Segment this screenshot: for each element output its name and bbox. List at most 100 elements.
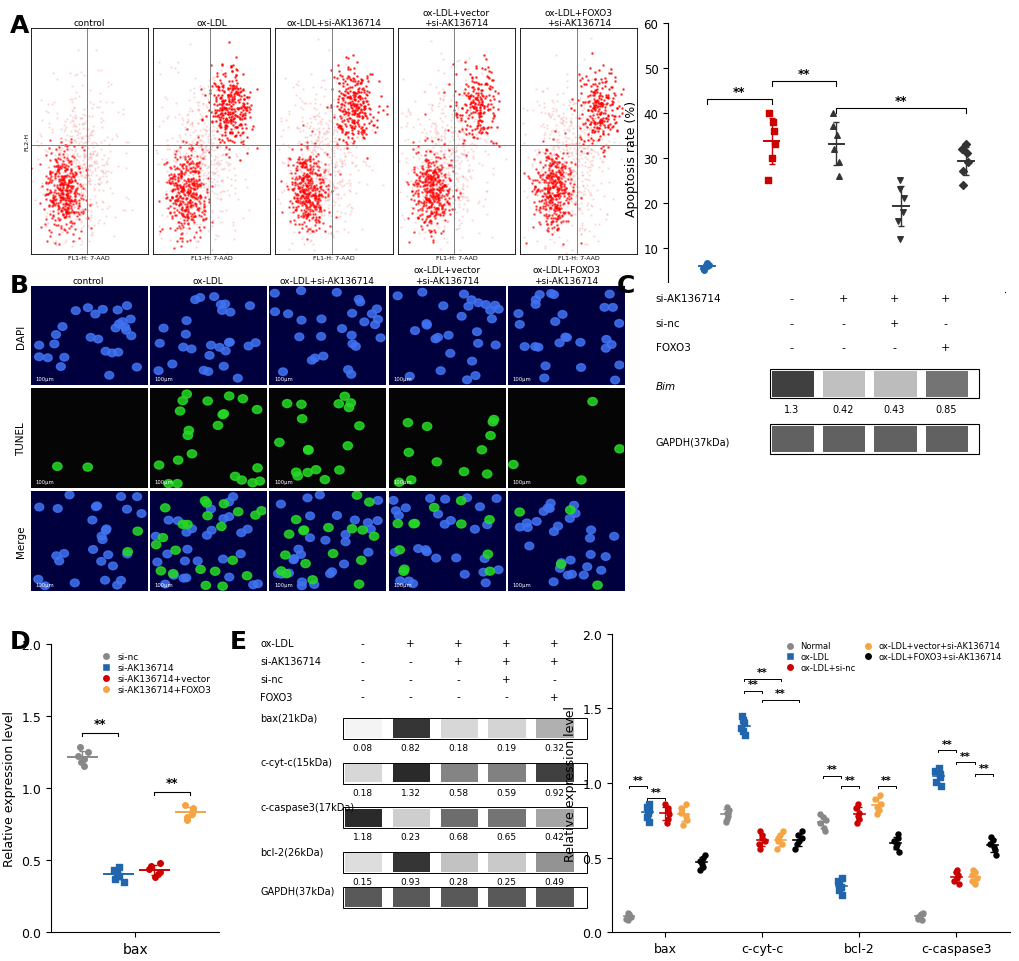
- Point: [436, 137, 452, 153]
- Circle shape: [332, 512, 341, 520]
- Point: [323, 100, 339, 115]
- Point: [158, 184, 174, 199]
- Circle shape: [159, 325, 168, 333]
- Point: [581, 187, 597, 203]
- Point: [49, 72, 65, 87]
- Point: [90, 257, 106, 272]
- Point: [303, 160, 319, 176]
- Point: [572, 203, 588, 218]
- Point: [542, 217, 558, 233]
- Point: [43, 194, 59, 209]
- Point: [420, 167, 436, 183]
- Point: [85, 165, 101, 181]
- Point: [168, 180, 184, 195]
- Point: [425, 155, 441, 170]
- Point: [179, 217, 196, 233]
- Point: [427, 173, 443, 188]
- Point: [308, 140, 324, 156]
- Point: [530, 98, 546, 113]
- Point: [193, 139, 209, 155]
- Point: [210, 138, 226, 154]
- Point: [314, 130, 330, 145]
- Point: [350, 101, 366, 116]
- Circle shape: [218, 411, 227, 419]
- Point: [519, 169, 535, 185]
- Point: [307, 218, 323, 234]
- Point: [157, 186, 173, 202]
- Point: [82, 150, 98, 165]
- Point: [190, 130, 206, 145]
- Point: [418, 185, 434, 200]
- Point: [475, 126, 491, 141]
- Point: [163, 205, 179, 220]
- Point: [595, 189, 611, 205]
- Point: [55, 192, 71, 208]
- Point: [516, 166, 532, 182]
- Point: [46, 159, 62, 174]
- Point: [473, 97, 489, 112]
- Point: [557, 165, 574, 181]
- Point: [207, 114, 223, 130]
- Point: [39, 185, 55, 200]
- Point: [453, 102, 470, 117]
- Point: [426, 174, 442, 189]
- Point: [414, 155, 430, 170]
- Point: [185, 125, 202, 140]
- Point: [212, 120, 228, 136]
- Point: [45, 196, 61, 211]
- Point: [788, 837, 804, 852]
- Point: [560, 137, 577, 153]
- Point: [348, 108, 365, 123]
- Point: [578, 112, 594, 128]
- Point: [431, 173, 447, 188]
- Point: [159, 190, 175, 206]
- Circle shape: [431, 554, 440, 562]
- Point: [566, 185, 582, 200]
- Point: [542, 150, 558, 165]
- Point: [185, 171, 202, 186]
- Point: [305, 237, 321, 253]
- Point: [529, 188, 545, 204]
- Point: [444, 57, 461, 72]
- Point: [328, 71, 344, 86]
- Point: [72, 111, 89, 127]
- Point: [894, 205, 910, 220]
- Point: [307, 200, 323, 215]
- Point: [208, 228, 224, 243]
- Point: [691, 862, 707, 877]
- Point: [167, 176, 183, 191]
- Point: [174, 226, 191, 241]
- Point: [307, 184, 323, 199]
- Point: [544, 169, 560, 185]
- Point: [187, 123, 204, 138]
- Point: [426, 200, 442, 215]
- Point: [572, 86, 588, 102]
- Circle shape: [35, 354, 44, 361]
- Point: [449, 174, 466, 189]
- Point: [550, 141, 567, 157]
- Point: [358, 79, 374, 94]
- Point: [213, 214, 229, 230]
- Point: [546, 179, 562, 194]
- Point: [48, 160, 64, 175]
- Point: [61, 136, 77, 152]
- Point: [167, 223, 183, 238]
- Point: [445, 150, 462, 165]
- Point: [62, 198, 78, 213]
- Point: [335, 108, 352, 123]
- Point: [51, 183, 67, 198]
- Point: [173, 191, 190, 207]
- Point: [308, 199, 324, 214]
- Point: [231, 108, 248, 123]
- Point: [167, 182, 183, 197]
- Point: [428, 160, 444, 175]
- Point: [150, 867, 166, 882]
- Point: [216, 102, 232, 117]
- Circle shape: [224, 499, 233, 506]
- Point: [478, 208, 494, 223]
- Point: [47, 169, 63, 185]
- Point: [586, 217, 602, 233]
- Point: [531, 153, 547, 168]
- Point: [284, 200, 301, 215]
- Point: [405, 135, 421, 150]
